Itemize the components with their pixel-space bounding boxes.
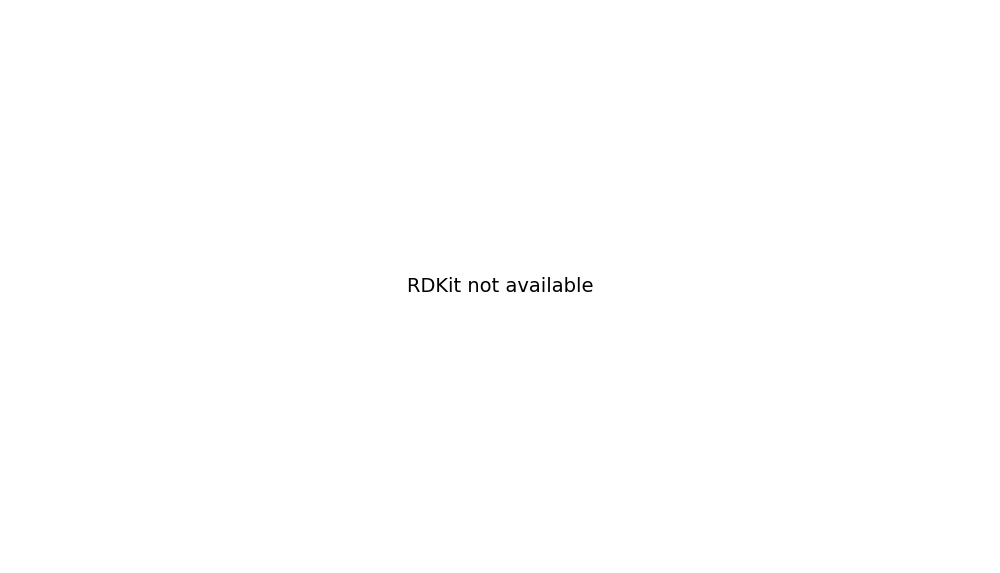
Text: RDKit not available: RDKit not available	[407, 277, 593, 296]
